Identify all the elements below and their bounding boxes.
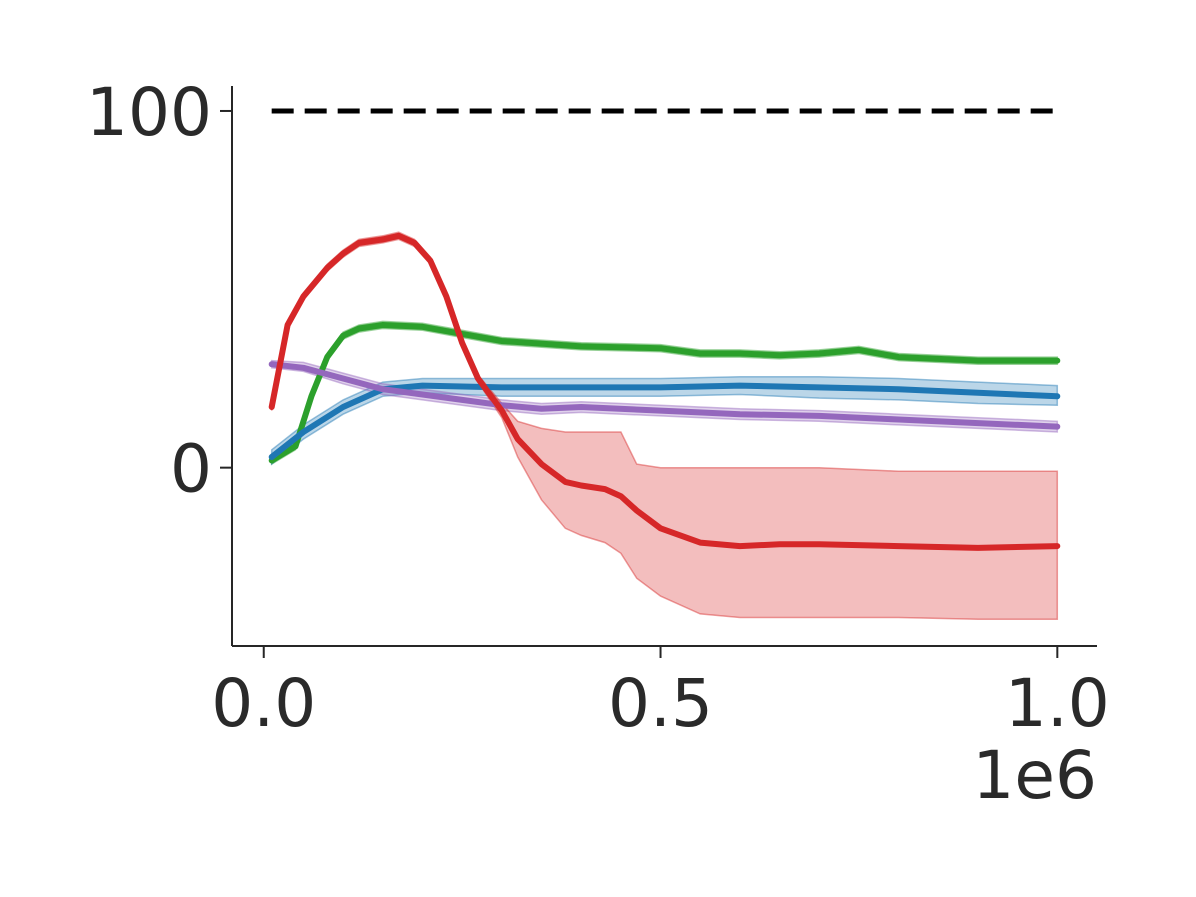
- series-0-line: [268, 322, 1061, 464]
- axes: [220, 86, 1097, 658]
- series-1-band: [270, 375, 1059, 466]
- series-2-line: [268, 361, 1061, 430]
- series-lines: [268, 232, 1061, 551]
- x-offset-label: 1e6: [972, 737, 1097, 814]
- series-2-band: [270, 359, 1059, 433]
- confidence-bands: [270, 231, 1059, 620]
- tick-labels: 0.0 0.5 1.0 0 100 1e6: [86, 74, 1110, 814]
- series-3-line: [268, 232, 1061, 551]
- x-tick-label: 0.0: [211, 665, 316, 742]
- series-1-line: [268, 382, 1061, 460]
- x-tick-label: 0.5: [608, 665, 713, 742]
- y-tick-label: 100: [86, 74, 212, 151]
- y-tick-label: 0: [170, 431, 212, 508]
- x-tick-label: 1.0: [1005, 665, 1110, 742]
